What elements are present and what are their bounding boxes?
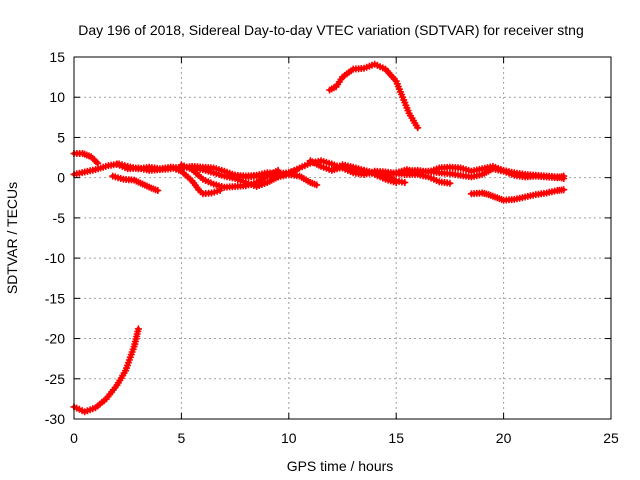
y-tick-label: 0 — [57, 170, 65, 186]
x-axis-label: GPS time / hours — [287, 458, 394, 474]
data-point — [392, 179, 400, 186]
data-layer — [70, 60, 568, 416]
x-tick-label: 0 — [70, 430, 78, 446]
x-tick-label: 20 — [496, 430, 512, 446]
series-arc4 — [113, 160, 175, 174]
data-point — [446, 179, 454, 187]
data-point — [154, 187, 162, 194]
series-arc13 — [467, 186, 568, 204]
plot-frame — [73, 56, 612, 420]
series-arc1 — [70, 150, 102, 167]
y-tick-label: -10 — [45, 250, 65, 266]
data-point — [414, 124, 422, 132]
y-tick-label: 5 — [57, 129, 65, 145]
series-arc3 — [109, 172, 162, 194]
x-tick-label: 5 — [178, 430, 186, 446]
series-arc14 — [326, 60, 422, 132]
data-point — [401, 179, 409, 186]
series-arc5 — [167, 163, 224, 198]
grid-layer — [74, 57, 611, 419]
x-tick-label: 10 — [281, 430, 297, 446]
data-point — [274, 166, 282, 174]
chart-title: Day 196 of 2018, Sidereal Day-to-day VTE… — [78, 22, 584, 38]
x-tick-label: 15 — [388, 430, 404, 446]
y-tick-label: -25 — [45, 371, 65, 387]
y-tick-label: -15 — [45, 290, 65, 306]
y-tick-label: -20 — [45, 331, 65, 347]
series-arc15 — [70, 325, 142, 416]
x-tick-label: 25 — [603, 430, 619, 446]
data-point — [560, 175, 568, 182]
data-point — [134, 325, 142, 333]
tick-layer: 0 5 10 15 20 25 -30 -25 -20 -15 -10 -5 0 5 10 15 — [45, 49, 619, 446]
y-tick-label: -5 — [53, 210, 66, 226]
series-arc8 — [231, 167, 299, 181]
y-tick-label: 15 — [49, 49, 65, 65]
y-axis-label: SDTVAR / TECUs — [4, 182, 20, 294]
data-point — [216, 187, 224, 194]
y-tick-label: -30 — [45, 411, 65, 427]
data-point — [313, 181, 321, 189]
data-point — [560, 186, 568, 194]
series-arc12 — [403, 162, 568, 182]
y-tick-label: 10 — [49, 89, 65, 105]
data-point — [291, 167, 299, 175]
